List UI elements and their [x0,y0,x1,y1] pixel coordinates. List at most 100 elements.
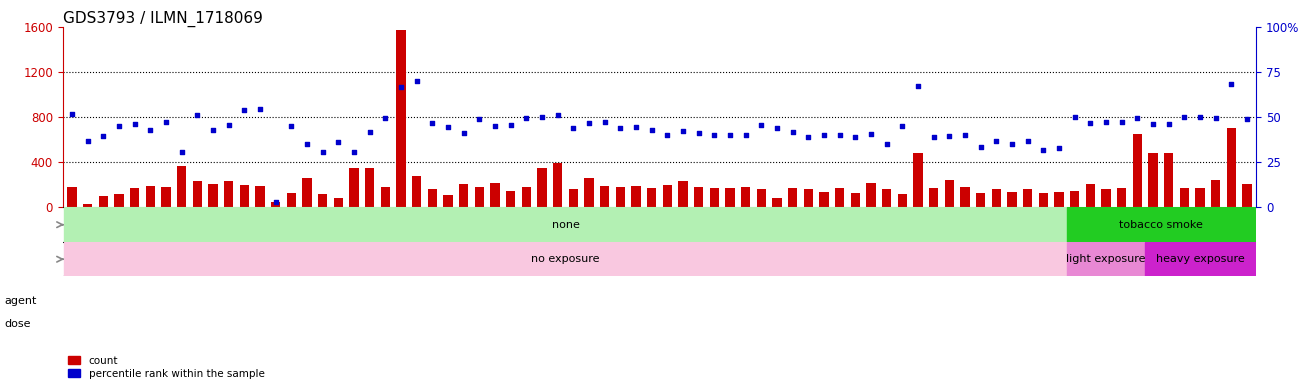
Bar [319,194,328,207]
Bar [929,188,939,207]
Point [359,129,380,135]
Bar [756,189,767,207]
Point [923,134,944,141]
Bar [505,190,516,207]
Bar [678,182,688,207]
Point [375,115,396,121]
Text: GDS3793 / ILMN_1718069: GDS3793 / ILMN_1718069 [63,11,263,27]
Point [422,120,443,126]
Bar [380,187,390,207]
Bar [178,166,187,207]
Bar [1117,188,1126,207]
Point [782,129,803,135]
Point [970,144,991,150]
Bar [287,193,296,207]
Bar [521,187,532,207]
Point [108,123,129,129]
Point [1033,147,1054,153]
Point [845,134,866,141]
Point [673,127,693,134]
Point [1190,114,1211,120]
Bar [1242,184,1251,207]
Point [485,123,505,129]
Bar [193,182,202,207]
Bar [1101,189,1110,207]
Bar [944,180,955,207]
Bar [146,186,155,207]
Point [155,119,176,125]
Bar [84,204,93,207]
Text: no exposure: no exposure [532,254,599,264]
Bar [741,187,751,207]
Bar [709,188,720,207]
Text: tobacco smoke: tobacco smoke [1119,220,1203,230]
Point [735,132,756,138]
Point [1064,114,1085,120]
Point [171,149,192,155]
Bar [364,168,375,207]
Bar [552,164,563,207]
Bar [396,30,406,207]
Point [657,132,678,138]
Point [1237,116,1258,122]
Bar [537,168,547,207]
Bar [1023,189,1032,207]
Point [187,112,208,118]
Bar [131,188,140,207]
Bar [1007,192,1016,207]
Bar [115,194,124,207]
Point [720,132,741,138]
Bar [693,187,704,207]
Bar [646,188,657,207]
Bar [772,199,782,207]
Point [438,124,458,131]
Bar [1148,153,1157,207]
Bar [1085,184,1094,207]
Bar [1070,190,1079,207]
Point [1111,119,1132,125]
Bar [835,188,845,207]
Bar [1145,242,1255,276]
Point [1002,141,1023,147]
Bar [960,187,969,207]
Bar [458,184,469,207]
Point [312,149,333,155]
Point [93,133,114,139]
Bar [1164,153,1173,207]
Point [500,122,521,128]
Point [594,119,615,125]
Point [892,123,913,129]
Bar [256,186,265,207]
Point [390,84,411,90]
Point [563,125,584,131]
Text: none: none [551,220,580,230]
Point [1143,121,1164,127]
Bar [474,187,485,207]
Bar [1211,180,1220,207]
Bar [1038,193,1047,207]
Point [861,131,882,137]
Bar [68,187,77,207]
Bar [225,182,234,207]
Bar [584,178,594,207]
Bar [334,199,343,207]
Point [249,106,270,113]
Point [343,149,364,155]
Bar [1195,188,1204,207]
Point [939,133,960,139]
Point [328,139,349,145]
Bar [209,184,218,207]
Bar [1226,128,1235,207]
Bar [162,187,171,207]
Bar [411,176,422,207]
Point [579,120,599,126]
Text: dose: dose [4,319,30,329]
Point [281,123,302,129]
Bar [991,189,1000,207]
Point [124,121,145,127]
Bar [568,189,579,207]
Point [751,122,772,128]
Point [641,126,662,132]
Bar [662,185,673,207]
Bar [615,187,626,207]
